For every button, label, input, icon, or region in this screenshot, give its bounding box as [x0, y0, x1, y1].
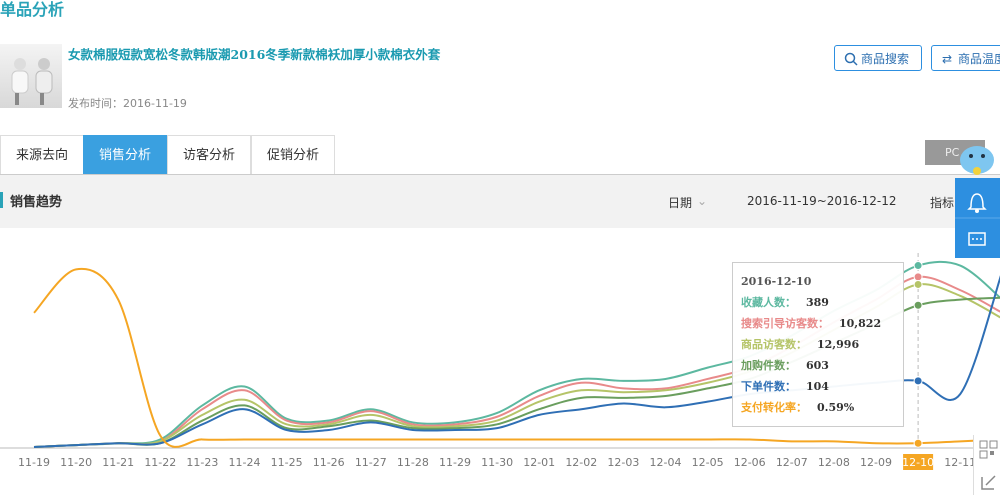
- sidebar: [955, 178, 1000, 258]
- x-tick-label: 11-20: [60, 456, 92, 469]
- chart: 11-19 11-20 11-21 11-22 11-23 11-24 11-25 11-26…: [0, 253, 1000, 470]
- series-line: [33, 267, 1000, 448]
- button-label: 商品搜索: [861, 52, 910, 66]
- tooltip-label: 商品访客数：: [741, 338, 807, 351]
- highlight-point: [913, 279, 923, 289]
- tab[interactable]: 销售分析: [83, 135, 167, 174]
- tooltip-value: 12,996: [817, 338, 860, 351]
- tooltip-value: 0.59%: [817, 401, 855, 414]
- tooltip-row: 加购件数： 603: [741, 355, 895, 376]
- x-tick-label: 12-01: [523, 456, 555, 469]
- x-tick-label: 12-03: [607, 456, 639, 469]
- panel-title: 销售趋势: [10, 195, 63, 210]
- tab[interactable]: 访客分析: [167, 135, 251, 174]
- x-tick-label: 12-02: [565, 456, 597, 469]
- highlight-point: [913, 300, 923, 310]
- x-tick-label: 11-27: [355, 456, 387, 469]
- x-tick-label: 12-09: [860, 456, 892, 469]
- sidebar-icons: [955, 193, 1000, 246]
- accent-bar: [0, 192, 3, 208]
- tooltip-value: 104: [806, 380, 829, 393]
- x-tick-label: 11-25: [271, 456, 303, 469]
- tooltip-row: 商品访客数： 12,996: [741, 334, 895, 355]
- temperature-button[interactable]: ⇄ 商品温度: [931, 45, 1000, 71]
- button-label: 商品温度: [958, 52, 1000, 66]
- tooltip-label: 支付转化率：: [741, 401, 807, 414]
- x-tick-label: 12-06: [734, 456, 766, 469]
- tooltip-label: 加购件数：: [741, 359, 796, 372]
- panel-header: [0, 175, 1000, 228]
- tooltip-label: 收藏人数：: [741, 296, 796, 309]
- image-art: [11, 58, 53, 105]
- x-tick-label: 12-11: [944, 456, 976, 469]
- highlight-point: [913, 261, 923, 271]
- side-tools[interactable]: [973, 435, 1000, 495]
- x-label-highlight: [903, 454, 934, 470]
- x-tick-label: 12-04: [650, 456, 682, 469]
- search-icon: [844, 52, 858, 66]
- tooltip-label: 搜索引导访客数：: [741, 317, 829, 330]
- highlight-point: [913, 438, 923, 448]
- publish-date: 发布时间：2016-11-19: [68, 97, 187, 110]
- search-button[interactable]: 商品搜索: [834, 45, 922, 71]
- x-tick-label: 11-26: [313, 456, 345, 469]
- swap-icon: ⇄: [942, 52, 953, 66]
- highlight-point: [913, 272, 923, 282]
- metric-label[interactable]: 指标: [930, 196, 955, 210]
- divider: [0, 174, 1000, 175]
- x-tick-label: 12-10: [902, 456, 934, 469]
- tooltip-label: 下单件数：: [741, 380, 796, 393]
- page-title: 单品分析: [0, 0, 65, 19]
- tooltip-row: 收藏人数： 389: [741, 292, 895, 313]
- qr-icon: [979, 440, 998, 490]
- tooltip-row: 支付转化率： 0.59%: [741, 397, 895, 418]
- product-image[interactable]: [0, 44, 62, 108]
- dropdown-arrow: ⌄: [697, 194, 708, 208]
- tooltip-value: 603: [806, 359, 829, 372]
- x-tick-label: 11-19: [18, 456, 50, 469]
- date-label[interactable]: 日期: [668, 196, 693, 210]
- x-tick-label: 11-28: [397, 456, 429, 469]
- tooltip-date: 2016-12-10: [741, 275, 812, 288]
- x-tick-label: 11-22: [144, 456, 176, 469]
- x-tick-label: 11-30: [481, 456, 513, 469]
- x-tick-label: 11-24: [229, 456, 261, 469]
- x-tick-label: 12-07: [776, 456, 808, 469]
- date-range[interactable]: 2016-11-19~2016-12-12: [747, 194, 897, 208]
- highlight-point: [913, 376, 923, 386]
- tooltip-row: 搜索引导访客数： 10,822: [741, 313, 895, 334]
- x-tick-label: 11-21: [102, 456, 134, 469]
- tab[interactable]: 促销分析: [251, 135, 335, 174]
- tooltip-row: 下单件数： 104: [741, 376, 895, 397]
- mascot[interactable]: [955, 140, 1000, 178]
- tooltip: 2016-12-10 收藏人数： 389 搜索引导访客数： 10,822 商品访客数： 12…: [732, 262, 904, 427]
- x-tick-label: 12-05: [692, 456, 724, 469]
- tooltip-value: 389: [806, 296, 829, 309]
- product-title[interactable]: 女款棉服短款宽松冬款韩版潮2016冬季新款棉袄加厚小款棉衣外套: [68, 47, 441, 62]
- x-tick-label: 11-29: [439, 456, 471, 469]
- x-tick-label: 12-08: [818, 456, 850, 469]
- x-tick-label: 11-23: [186, 456, 218, 469]
- tooltip-value: 10,822: [839, 317, 882, 330]
- tab[interactable]: 来源去向: [0, 135, 84, 174]
